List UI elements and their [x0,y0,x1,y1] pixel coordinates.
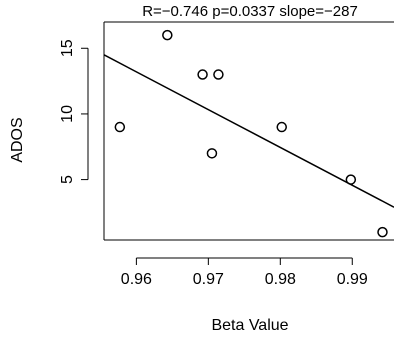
fit-line [103,54,394,208]
y-tick-label: 15 [59,39,76,57]
data-point [213,69,224,80]
x-tick-label: 0.98 [265,271,296,288]
plot-marks [103,29,394,238]
y-tick-label: 5 [59,175,76,184]
data-point [162,29,173,41]
y-axis-label: ADOS [9,117,26,162]
x-tick-label: 0.99 [337,271,368,288]
data-point [114,121,126,133]
x-tick-label: 0.97 [193,271,224,288]
data-point [377,226,388,238]
data-point [206,148,218,159]
y-tick-label: 10 [59,105,76,123]
x-tick-label: 0.96 [121,271,152,288]
data-point [276,121,287,133]
data-point [345,174,357,185]
chart-title: R=−0.746 p=0.0337 slope=−287 [142,3,358,20]
axes: 0.96 0.97 0.98 0.99 5 10 15 [59,21,394,288]
x-axis-label: Beta Value [211,317,288,334]
data-point [197,69,208,80]
